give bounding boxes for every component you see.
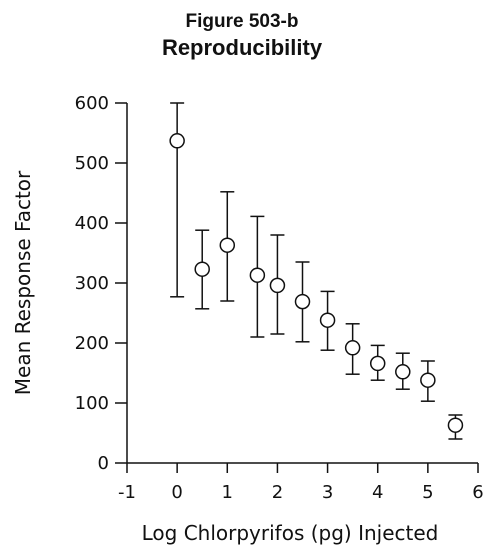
x-axis: -1 0 1 2 3 4 5 6: [118, 462, 483, 503]
data-point: [447, 414, 464, 440]
data-marker: [447, 417, 464, 433]
x-tick-label: 3: [322, 482, 333, 503]
data-marker: [369, 355, 386, 372]
y-tick-label: 400: [75, 213, 109, 234]
data-point: [194, 229, 210, 310]
data-marker: [395, 364, 411, 380]
data-marker: [294, 293, 311, 310]
data-point: [395, 352, 411, 390]
y-axis: 0 100 200 300 400 500 600: [75, 93, 128, 474]
x-tick-label: 4: [372, 482, 383, 503]
data-point: [169, 102, 185, 298]
data-marker: [249, 267, 266, 283]
y-tick-label: 500: [75, 153, 109, 174]
y-tick-label: 100: [75, 393, 109, 414]
data-point: [319, 290, 336, 351]
data-point: [219, 191, 236, 302]
data-point: [344, 323, 361, 375]
y-tick-label: 300: [75, 273, 109, 294]
x-tick-label: 1: [222, 482, 233, 503]
data-series: [169, 102, 464, 440]
x-tick-label: 2: [272, 482, 283, 503]
x-tick-label: 5: [422, 482, 433, 503]
data-marker: [319, 312, 336, 328]
data-point: [420, 360, 436, 402]
data-marker: [219, 237, 236, 253]
x-tick-label: 0: [171, 482, 182, 503]
data-marker: [420, 372, 436, 388]
data-point: [369, 344, 386, 381]
x-tick-label: -1: [118, 482, 136, 503]
y-tick-label: 0: [98, 453, 109, 474]
y-axis-label: Mean Response Factor: [11, 170, 35, 395]
chart-subtitle: Reproducibility: [162, 35, 323, 60]
y-tick-label: 200: [75, 333, 109, 354]
data-marker: [269, 277, 286, 294]
data-marker: [194, 261, 210, 277]
y-tick-label: 600: [75, 93, 109, 114]
data-marker: [169, 133, 185, 149]
x-axis-label: Log Chlorpyrifos (pg) Injected: [142, 521, 439, 545]
data-point: [249, 215, 266, 338]
data-point: [294, 261, 311, 343]
data-marker: [344, 340, 361, 356]
x-tick-label: 6: [472, 482, 483, 503]
data-point: [269, 234, 286, 335]
chart-title: Figure 503-b: [186, 11, 299, 32]
